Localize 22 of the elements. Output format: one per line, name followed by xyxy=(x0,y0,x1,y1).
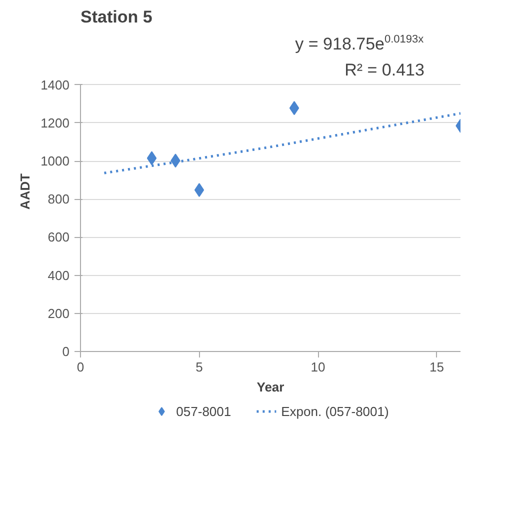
y-tick-label: 600 xyxy=(48,230,70,245)
legend-label: 057-8001 xyxy=(176,404,232,418)
y-tick-label: 1000 xyxy=(40,154,70,169)
point xyxy=(146,151,157,166)
y-tick-label: 200 xyxy=(48,306,70,321)
y-tick-label: 1200 xyxy=(40,115,70,130)
x-tick-label: 15 xyxy=(430,360,444,374)
x-axis-title: Year xyxy=(256,380,284,394)
y-tick-label: 800 xyxy=(48,192,70,207)
x-tick-label: 0 xyxy=(76,360,84,374)
legend-label: Expon. (057-8001) xyxy=(281,404,389,418)
x-tick-label: 5 xyxy=(196,360,203,374)
point xyxy=(289,101,300,116)
line-series xyxy=(103,112,460,174)
x-tick-label: 10 xyxy=(310,360,326,374)
point xyxy=(194,182,204,197)
y-tick-label: 400 xyxy=(48,268,70,283)
chart-title: Station 5 xyxy=(80,8,152,26)
y-tick-label: 0 xyxy=(62,344,70,359)
text: R² = 0.413 xyxy=(344,60,424,80)
y-tick-label: 1400 xyxy=(40,77,70,92)
y-axis-title: AADT xyxy=(18,173,33,210)
